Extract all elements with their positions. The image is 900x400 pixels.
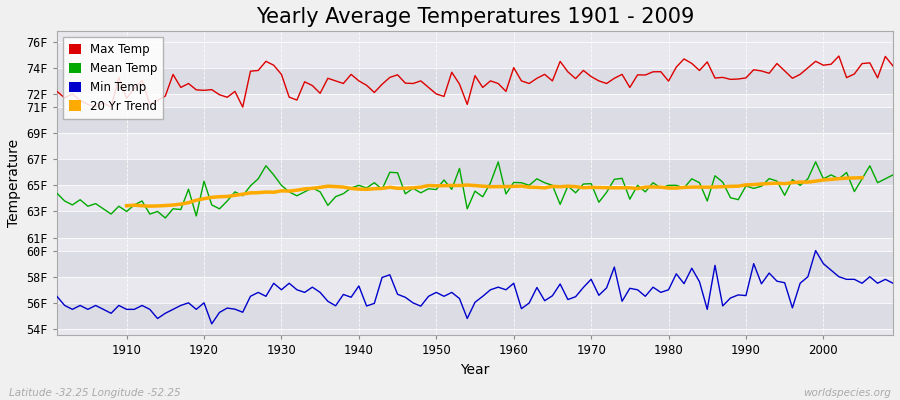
Bar <box>57 107 893 133</box>
Legend: Max Temp, Mean Temp, Min Temp, 20 Yr Trend: Max Temp, Mean Temp, Min Temp, 20 Yr Tre… <box>63 37 163 119</box>
Bar <box>57 212 893 238</box>
Text: Latitude -32.25 Longitude -52.25: Latitude -32.25 Longitude -52.25 <box>9 388 181 398</box>
X-axis label: Year: Year <box>460 363 490 377</box>
Bar <box>57 303 893 329</box>
Bar <box>57 251 893 277</box>
Text: worldspecies.org: worldspecies.org <box>803 388 891 398</box>
Bar <box>57 159 893 185</box>
Y-axis label: Temperature: Temperature <box>7 139 21 228</box>
Bar <box>57 68 893 94</box>
Title: Yearly Average Temperatures 1901 - 2009: Yearly Average Temperatures 1901 - 2009 <box>256 7 694 27</box>
